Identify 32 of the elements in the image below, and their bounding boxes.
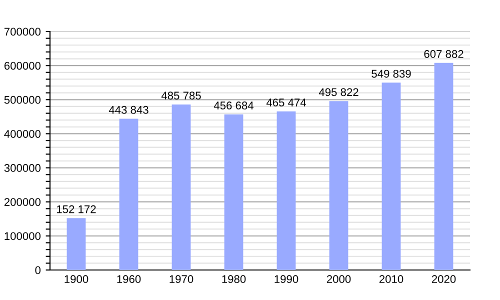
y-tick-label: 0 [35,266,41,274]
y-tick-label: 500000 [4,96,41,104]
data-label: 456 684 [214,102,254,110]
data-label: 607 882 [424,50,464,58]
y-tick-label: 300000 [4,164,41,172]
x-tick-label: 2010 [379,275,404,284]
data-label: 443 843 [108,106,148,114]
x-tick-label: 1970 [170,275,194,284]
bar [382,82,401,270]
bar [66,218,86,270]
x-tick-label: 1960 [117,275,141,284]
data-label: 495 822 [318,88,358,96]
bar [119,118,138,270]
x-tick-label: 1980 [222,275,246,284]
y-tick-label: 400000 [4,130,41,138]
bar [172,104,191,270]
x-tick-label: 1900 [64,275,88,284]
bar [434,62,454,270]
x-tick-label: 2020 [432,275,456,284]
data-label: 152 172 [57,205,96,214]
y-tick-label: 600000 [4,62,41,70]
data-label: 485 785 [161,92,201,100]
x-tick-label: 1990 [274,275,298,284]
y-tick-label: 700000 [4,28,41,36]
y-tick-label: 200000 [4,198,41,206]
bar [276,111,296,270]
bar [329,101,348,270]
bar [224,114,244,270]
x-tick-label: 2000 [326,275,351,284]
data-label: 549 839 [372,70,411,78]
data-label: 465 474 [266,98,306,106]
y-tick-label: 100000 [4,232,41,240]
